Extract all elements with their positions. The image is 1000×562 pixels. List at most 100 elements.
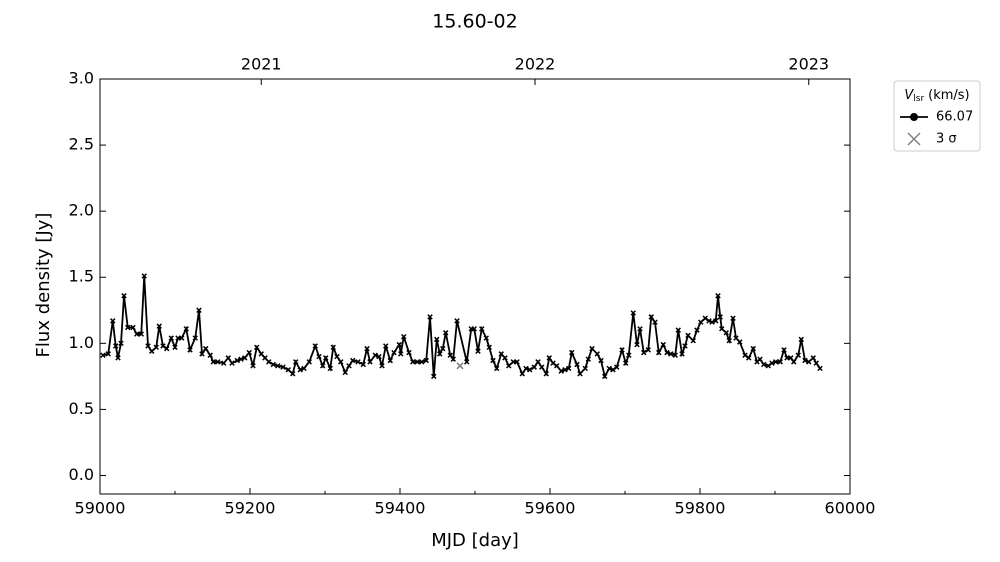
data-point	[717, 314, 723, 320]
x-tick-label: 59200	[225, 499, 276, 518]
data-point	[130, 324, 136, 331]
data-point	[761, 361, 767, 368]
data-point	[179, 335, 185, 341]
data-point	[379, 363, 385, 369]
data-point	[419, 359, 425, 365]
data-point	[486, 344, 492, 351]
data-point	[702, 315, 708, 321]
data-point	[334, 353, 340, 360]
data-point	[398, 351, 404, 357]
data-point	[614, 364, 620, 370]
data-point	[376, 353, 382, 360]
data-point	[806, 359, 812, 365]
data-point	[164, 345, 170, 352]
data-point	[367, 359, 373, 365]
data-point	[203, 345, 209, 352]
data-point	[566, 365, 572, 372]
top-tick-label: 2023	[788, 55, 829, 74]
data-point	[535, 359, 541, 365]
data-point	[229, 360, 235, 366]
data-point	[757, 356, 763, 362]
data-point	[254, 344, 260, 351]
data-point	[648, 314, 654, 320]
data-point	[554, 363, 560, 369]
data-point	[221, 360, 227, 366]
data-point	[238, 356, 244, 362]
data-point	[527, 367, 533, 373]
data-point	[715, 293, 721, 299]
data-point	[258, 351, 264, 357]
data-point	[602, 373, 608, 380]
data-point	[514, 359, 520, 365]
data-point	[502, 355, 508, 361]
data-point	[791, 359, 797, 365]
data-point	[798, 336, 804, 343]
data-point	[443, 330, 449, 336]
data-point	[623, 360, 629, 366]
data-point	[709, 319, 715, 325]
data-point	[645, 347, 651, 353]
legend-box	[893, 80, 981, 152]
data-point	[215, 359, 221, 365]
data-point	[769, 360, 775, 366]
data-point	[387, 357, 393, 364]
series-line	[102, 275, 821, 379]
data-point	[338, 359, 344, 365]
data-point	[773, 359, 779, 365]
data-point	[316, 353, 322, 360]
y-axis-label: Flux density [Jy]	[33, 213, 54, 358]
data-point	[685, 332, 691, 339]
data-point	[630, 310, 636, 316]
data-point	[199, 351, 205, 357]
data-point	[569, 349, 575, 356]
legend-label: 3 σ	[936, 132, 957, 147]
data-point	[713, 318, 719, 324]
data-point	[742, 352, 748, 358]
data-point	[168, 335, 174, 341]
data-point	[746, 355, 752, 361]
data-point	[225, 355, 231, 361]
data-point	[777, 359, 783, 365]
data-point	[100, 352, 106, 358]
data-point	[312, 343, 318, 349]
data-point	[483, 335, 489, 341]
data-point	[585, 356, 591, 362]
data-point	[641, 349, 647, 356]
data-point	[427, 314, 433, 320]
legend-label: 66.07	[936, 110, 973, 125]
legend-title-unit: (km/s)	[928, 88, 970, 103]
x-tick-label: 60000	[825, 499, 876, 518]
data-point	[246, 349, 252, 356]
data-point	[619, 347, 625, 353]
data-point	[346, 363, 352, 369]
data-point	[285, 367, 291, 373]
data-point	[210, 359, 216, 365]
data-point	[652, 319, 658, 325]
top-tick-label: 2022	[515, 55, 556, 74]
data-point	[196, 307, 202, 314]
data-point	[121, 293, 127, 299]
data-point	[690, 337, 696, 344]
data-point	[372, 352, 378, 358]
data-point	[574, 361, 580, 368]
data-point	[664, 349, 670, 356]
data-point	[396, 341, 402, 348]
data-point	[577, 370, 583, 377]
y-tick-label: 0.0	[69, 465, 94, 484]
legend-title: Vlsr (km/s)	[904, 88, 969, 104]
data-point	[765, 363, 771, 369]
legend-marker	[910, 113, 918, 121]
data-point	[626, 352, 632, 358]
data-point	[634, 341, 640, 348]
x-tick-label: 59800	[675, 499, 726, 518]
data-point	[539, 364, 545, 370]
data-point	[234, 357, 240, 364]
data-point	[679, 351, 685, 357]
data-point	[192, 335, 198, 341]
data-point	[813, 360, 819, 366]
data-point	[726, 337, 732, 344]
data-point	[606, 365, 612, 372]
data-point	[262, 355, 268, 361]
data-point	[506, 363, 512, 369]
